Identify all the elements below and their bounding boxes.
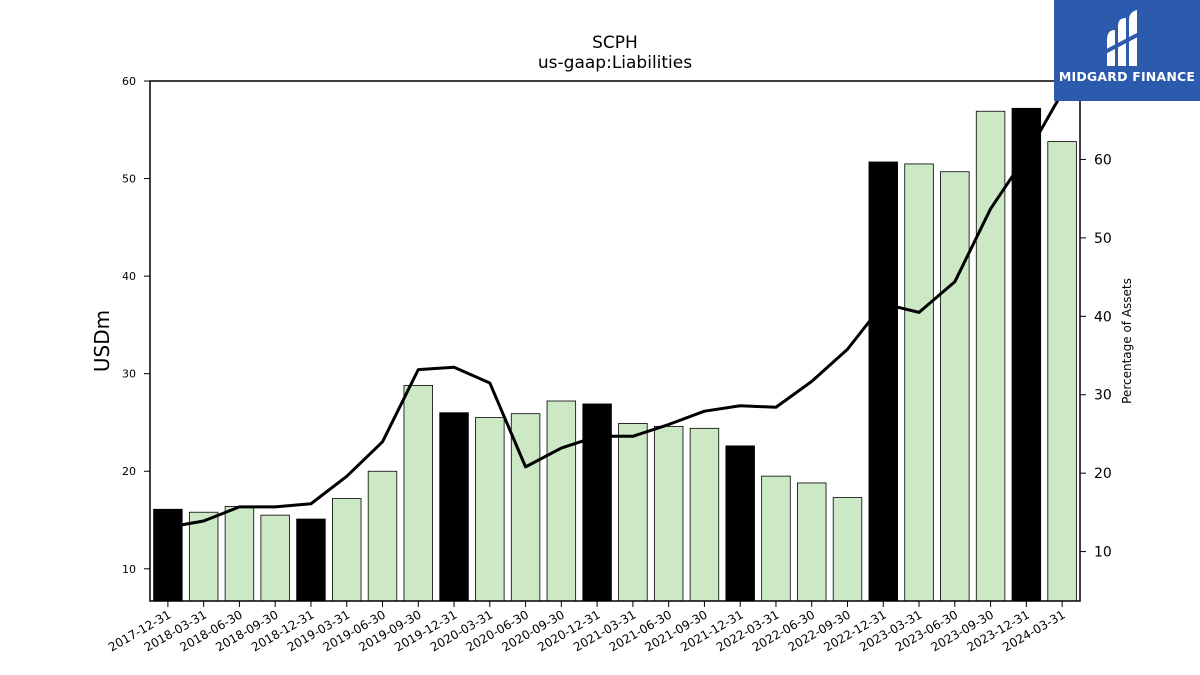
bar-2023-09-30 bbox=[975, 110, 1006, 602]
bar-2024-03-31 bbox=[1047, 141, 1077, 602]
y-axis-right: 10 20 30 40 50 60 bbox=[1080, 152, 1112, 561]
midgard-finance-logo: MIDGARD FINANCE bbox=[1054, 0, 1200, 101]
y2-tick-label: 10 bbox=[1094, 545, 1112, 561]
bar-2021-09-30 bbox=[689, 427, 720, 602]
y2-tick-label: 40 bbox=[1094, 309, 1112, 325]
y2-tick-label: 50 bbox=[1094, 231, 1112, 247]
y-tick-label: 30 bbox=[122, 368, 136, 381]
x-axis: 2017-12-312018-03-312018-06-302018-09-30… bbox=[106, 601, 1068, 654]
y-tick-label: 50 bbox=[122, 173, 136, 186]
chart-subtitle: us-gaap:Liabilities bbox=[538, 53, 692, 73]
bar-2021-06-30 bbox=[653, 425, 684, 602]
y-tick-label: 40 bbox=[122, 270, 136, 283]
bar-2018-09-30 bbox=[260, 514, 290, 602]
bar-2019-06-30 bbox=[367, 470, 398, 602]
y2-tick-label: 60 bbox=[1094, 152, 1112, 168]
bar-2022-12-31 bbox=[868, 161, 898, 602]
bar-2018-06-30 bbox=[224, 505, 255, 602]
logo-text: MIDGARD FINANCE bbox=[1058, 69, 1196, 84]
chart-title: SCPH bbox=[592, 33, 638, 53]
plot-frame bbox=[149, 80, 1081, 602]
y-axis-left: 10 20 30 40 50 60 bbox=[122, 75, 150, 576]
y-axis-label: USDm bbox=[90, 310, 114, 372]
y-tick-label: 10 bbox=[122, 563, 136, 576]
bar-2018-03-31 bbox=[188, 511, 219, 602]
bar-2019-09-30 bbox=[403, 384, 433, 602]
bar-2018-12-31 bbox=[296, 518, 326, 602]
bar-2020-12-31 bbox=[582, 403, 612, 602]
bar-2021-03-31 bbox=[618, 423, 648, 602]
bar-2023-03-31 bbox=[904, 163, 934, 602]
y-tick-label: 60 bbox=[122, 75, 136, 88]
y-tick-label: 20 bbox=[122, 465, 136, 478]
y2-tick-label: 30 bbox=[1094, 388, 1112, 404]
bar-2020-09-30 bbox=[546, 400, 577, 602]
bar-2022-03-31 bbox=[761, 475, 791, 602]
bar-2017-12-31 bbox=[153, 508, 183, 602]
bar-2022-06-30 bbox=[797, 482, 827, 602]
bar-2021-12-31 bbox=[725, 445, 755, 602]
y2-tick-label: 20 bbox=[1094, 466, 1112, 482]
bar-2019-03-31 bbox=[332, 498, 362, 602]
bars-layer bbox=[153, 107, 1077, 602]
bar-2019-12-31 bbox=[439, 412, 469, 602]
percentage-of-assets-line bbox=[167, 92, 1064, 529]
bar-2020-03-31 bbox=[475, 417, 505, 602]
bar-2023-12-31 bbox=[1011, 107, 1042, 602]
line-layer bbox=[167, 92, 1064, 529]
bar-2022-09-30 bbox=[832, 497, 863, 602]
midgard-logo-icon bbox=[1104, 10, 1144, 66]
y2-axis-label: Percentage of Assets bbox=[1120, 278, 1134, 404]
bar-2023-06-30 bbox=[940, 171, 970, 602]
